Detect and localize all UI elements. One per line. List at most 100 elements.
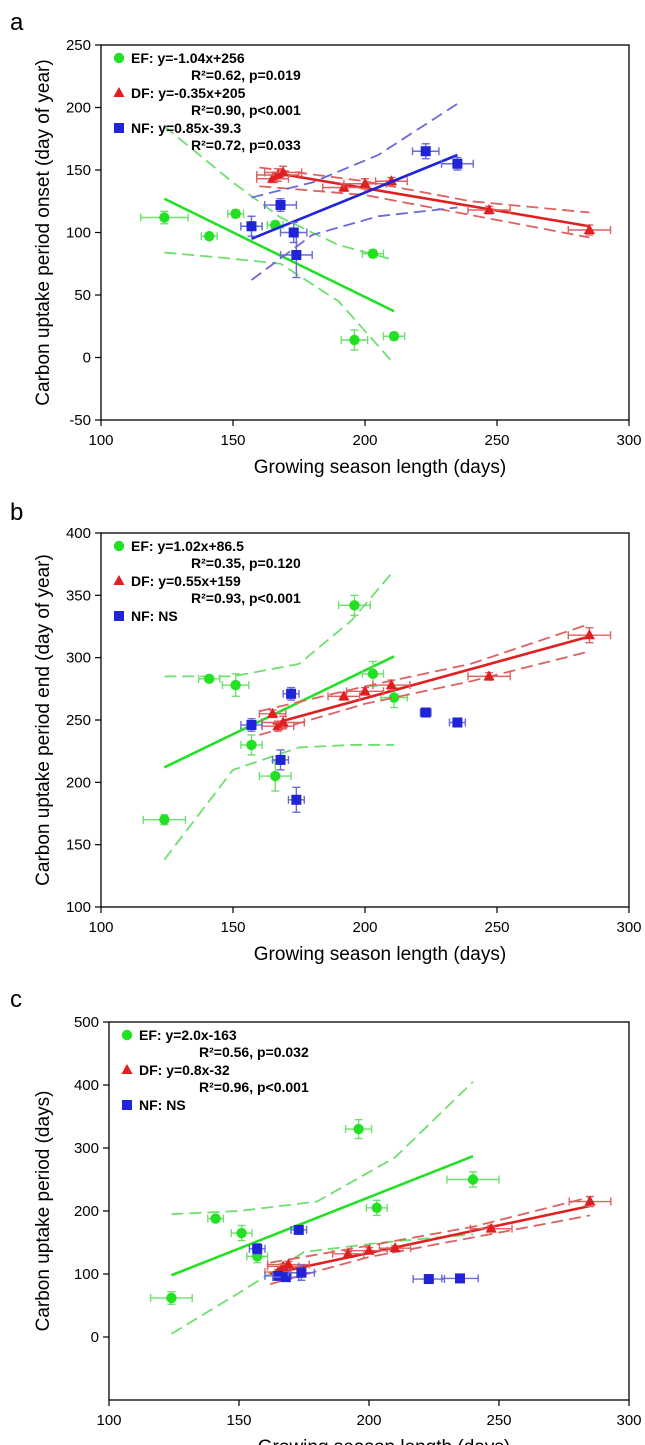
fit-line-EF bbox=[163, 655, 395, 769]
data-point bbox=[567, 627, 612, 644]
marker-EF bbox=[349, 600, 360, 611]
marker-EF bbox=[367, 248, 379, 259]
ci-lower-DF bbox=[259, 650, 590, 736]
data-point bbox=[440, 156, 474, 171]
y-tick-label: 350 bbox=[66, 587, 91, 604]
data-point bbox=[378, 1242, 412, 1253]
marker-EF bbox=[246, 739, 257, 751]
marker-EF bbox=[210, 1213, 221, 1224]
legend-marker-EF bbox=[113, 52, 125, 64]
x-axis-label: Growing season length (days) bbox=[254, 944, 506, 965]
y-tick-label: 100 bbox=[74, 1266, 99, 1283]
x-tick-label: 100 bbox=[88, 432, 113, 449]
y-axis-label: Carbon uptake period onset (day of year) bbox=[33, 59, 54, 405]
legend-stats-DF: R²=0.96, p<0.001 bbox=[199, 1079, 309, 1095]
series-NF bbox=[248, 1224, 479, 1285]
marker-EF bbox=[166, 1292, 177, 1304]
plot-frame bbox=[108, 1021, 630, 1401]
fit-line-EF bbox=[163, 197, 395, 313]
chart-panel-c: c 100 150 200 250 300 0 100 200 300 400 500 Growing … bbox=[10, 986, 642, 1445]
panel-label: b bbox=[10, 499, 23, 526]
marker-DF bbox=[359, 177, 371, 188]
marker-NF bbox=[252, 1243, 263, 1254]
ci-lower-EF bbox=[164, 251, 395, 365]
marker-NF bbox=[246, 719, 257, 730]
y-tick-label: 200 bbox=[66, 774, 91, 791]
data-point bbox=[441, 1273, 479, 1284]
series-NF bbox=[240, 102, 474, 281]
legend-label-DF: DF: y=0.55x+159 bbox=[131, 573, 241, 589]
series-EF bbox=[149, 1081, 500, 1335]
marker-DF bbox=[282, 1258, 294, 1269]
data-point bbox=[258, 760, 292, 792]
marker-NF bbox=[423, 1274, 434, 1285]
x-tick-label: 100 bbox=[96, 1412, 121, 1429]
chart-panel-a: a 100 150 200 250 300 -50 0 50 100 150 200 250 Growin… bbox=[10, 9, 642, 478]
marker-NF bbox=[273, 1270, 283, 1281]
y-tick-label: -50 bbox=[69, 412, 91, 429]
marker-DF bbox=[385, 679, 397, 690]
marker-NF bbox=[286, 688, 297, 699]
data-point bbox=[279, 221, 308, 244]
series-DF bbox=[256, 165, 612, 239]
marker-NF bbox=[275, 200, 286, 210]
marker-EF bbox=[467, 1174, 479, 1185]
legend-marker-DF bbox=[121, 1064, 133, 1074]
marker-DF bbox=[583, 224, 595, 234]
marker-EF bbox=[204, 231, 215, 242]
marker-NF bbox=[420, 707, 431, 718]
data-point bbox=[411, 143, 440, 160]
y-tick-label: 150 bbox=[66, 162, 91, 179]
marker-NF bbox=[246, 221, 257, 232]
data-point bbox=[227, 208, 245, 219]
y-tick-label: 250 bbox=[66, 712, 91, 729]
marker-DF bbox=[483, 204, 495, 214]
data-point bbox=[197, 673, 221, 685]
marker-EF bbox=[349, 334, 360, 346]
plot-frame bbox=[100, 532, 630, 908]
ci-lower-EF bbox=[170, 1233, 474, 1335]
data-point bbox=[149, 1290, 193, 1305]
legend-stats-DF: R²=0.93, p<0.001 bbox=[191, 590, 301, 606]
data-point bbox=[282, 686, 300, 701]
marker-DF bbox=[267, 172, 279, 183]
data-point bbox=[207, 1213, 225, 1224]
plot-frame bbox=[100, 44, 630, 421]
x-tick-label: 150 bbox=[220, 432, 245, 449]
ci-upper-DF bbox=[259, 623, 590, 713]
x-tick-label: 200 bbox=[352, 919, 377, 936]
marker-DF bbox=[272, 720, 284, 731]
marker-DF bbox=[583, 629, 595, 640]
data-point bbox=[287, 1264, 316, 1282]
marker-DF bbox=[363, 1244, 375, 1255]
data-point bbox=[372, 679, 411, 691]
y-axis-label: Carbon uptake period (days) bbox=[33, 1091, 54, 1332]
ci-upper-EF bbox=[171, 1081, 474, 1216]
data-point bbox=[365, 1199, 388, 1217]
legend: EF: y=1.02x+86.5R²=0.35, p=0.120 DF: y=0.… bbox=[113, 538, 301, 624]
x-axis-label: Growing season length (days) bbox=[254, 457, 506, 478]
x-tick-label: 250 bbox=[486, 1412, 511, 1429]
x-tick-label: 200 bbox=[356, 1412, 381, 1429]
data-point bbox=[290, 1224, 308, 1235]
marker-EF bbox=[388, 331, 400, 342]
fit-line-NF bbox=[250, 153, 458, 240]
x-tick-label: 200 bbox=[352, 432, 377, 449]
marker-NF bbox=[420, 146, 431, 157]
series-EF bbox=[139, 125, 406, 365]
legend-marker-DF bbox=[113, 87, 125, 97]
data-point bbox=[263, 198, 298, 212]
data-point bbox=[567, 224, 612, 236]
data-point bbox=[350, 1244, 388, 1255]
legend-stats-DF: R²=0.90, p<0.001 bbox=[191, 102, 301, 118]
marker-NF bbox=[452, 158, 463, 169]
series-DF bbox=[258, 623, 612, 736]
fit-line-EF bbox=[170, 1154, 474, 1277]
data-point bbox=[419, 707, 432, 718]
data-point bbox=[568, 1195, 612, 1208]
marker-NF bbox=[455, 1273, 465, 1284]
series-EF bbox=[142, 569, 408, 861]
x-axis-label: Growing season length (days) bbox=[258, 1437, 510, 1445]
